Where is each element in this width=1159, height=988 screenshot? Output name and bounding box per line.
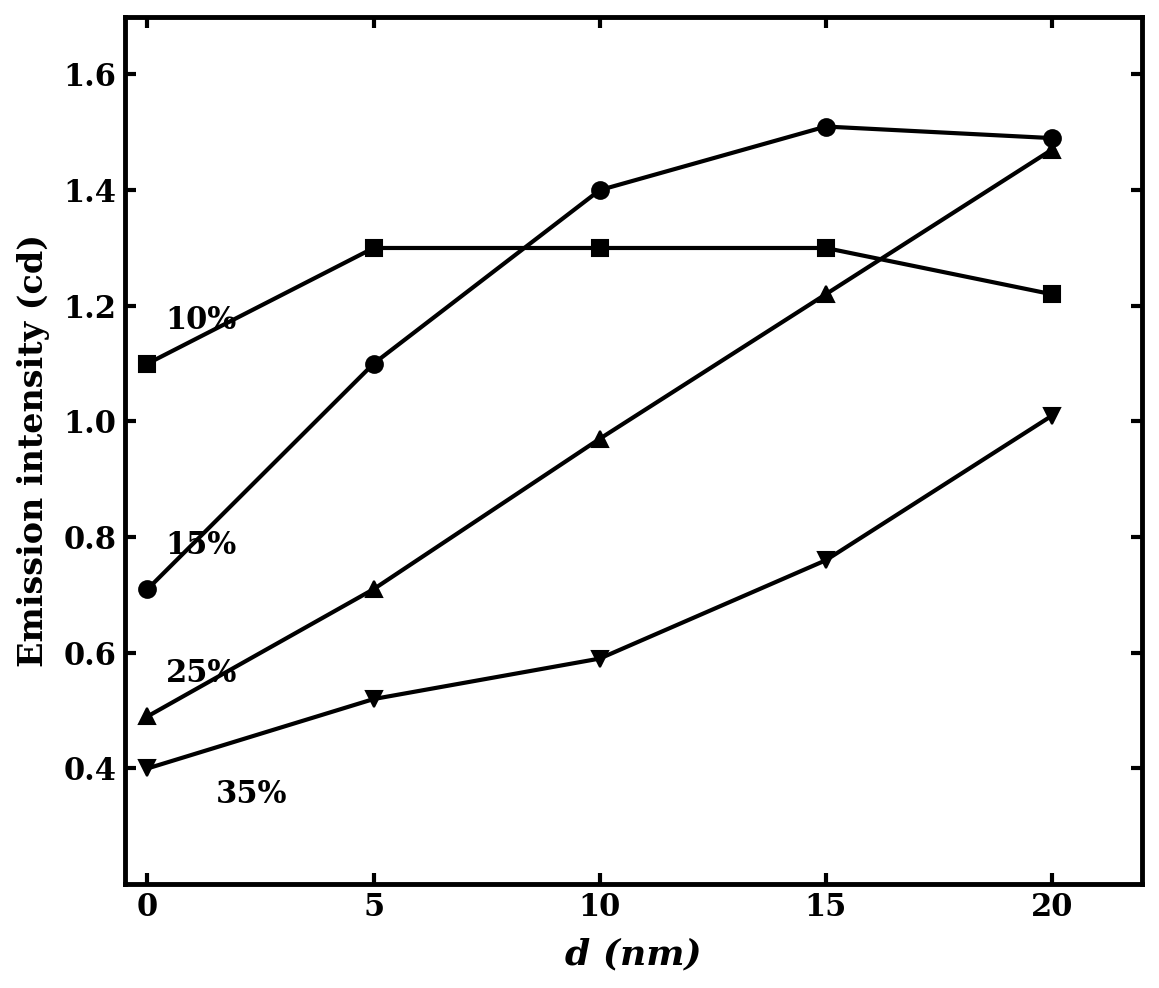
Text: 35%: 35% <box>216 780 286 810</box>
X-axis label: d (nm): d (nm) <box>566 938 702 971</box>
Y-axis label: Emission intensity (cd): Emission intensity (cd) <box>16 234 50 667</box>
Text: 15%: 15% <box>166 531 236 561</box>
Text: 25%: 25% <box>166 658 236 689</box>
Text: 10%: 10% <box>166 305 236 336</box>
